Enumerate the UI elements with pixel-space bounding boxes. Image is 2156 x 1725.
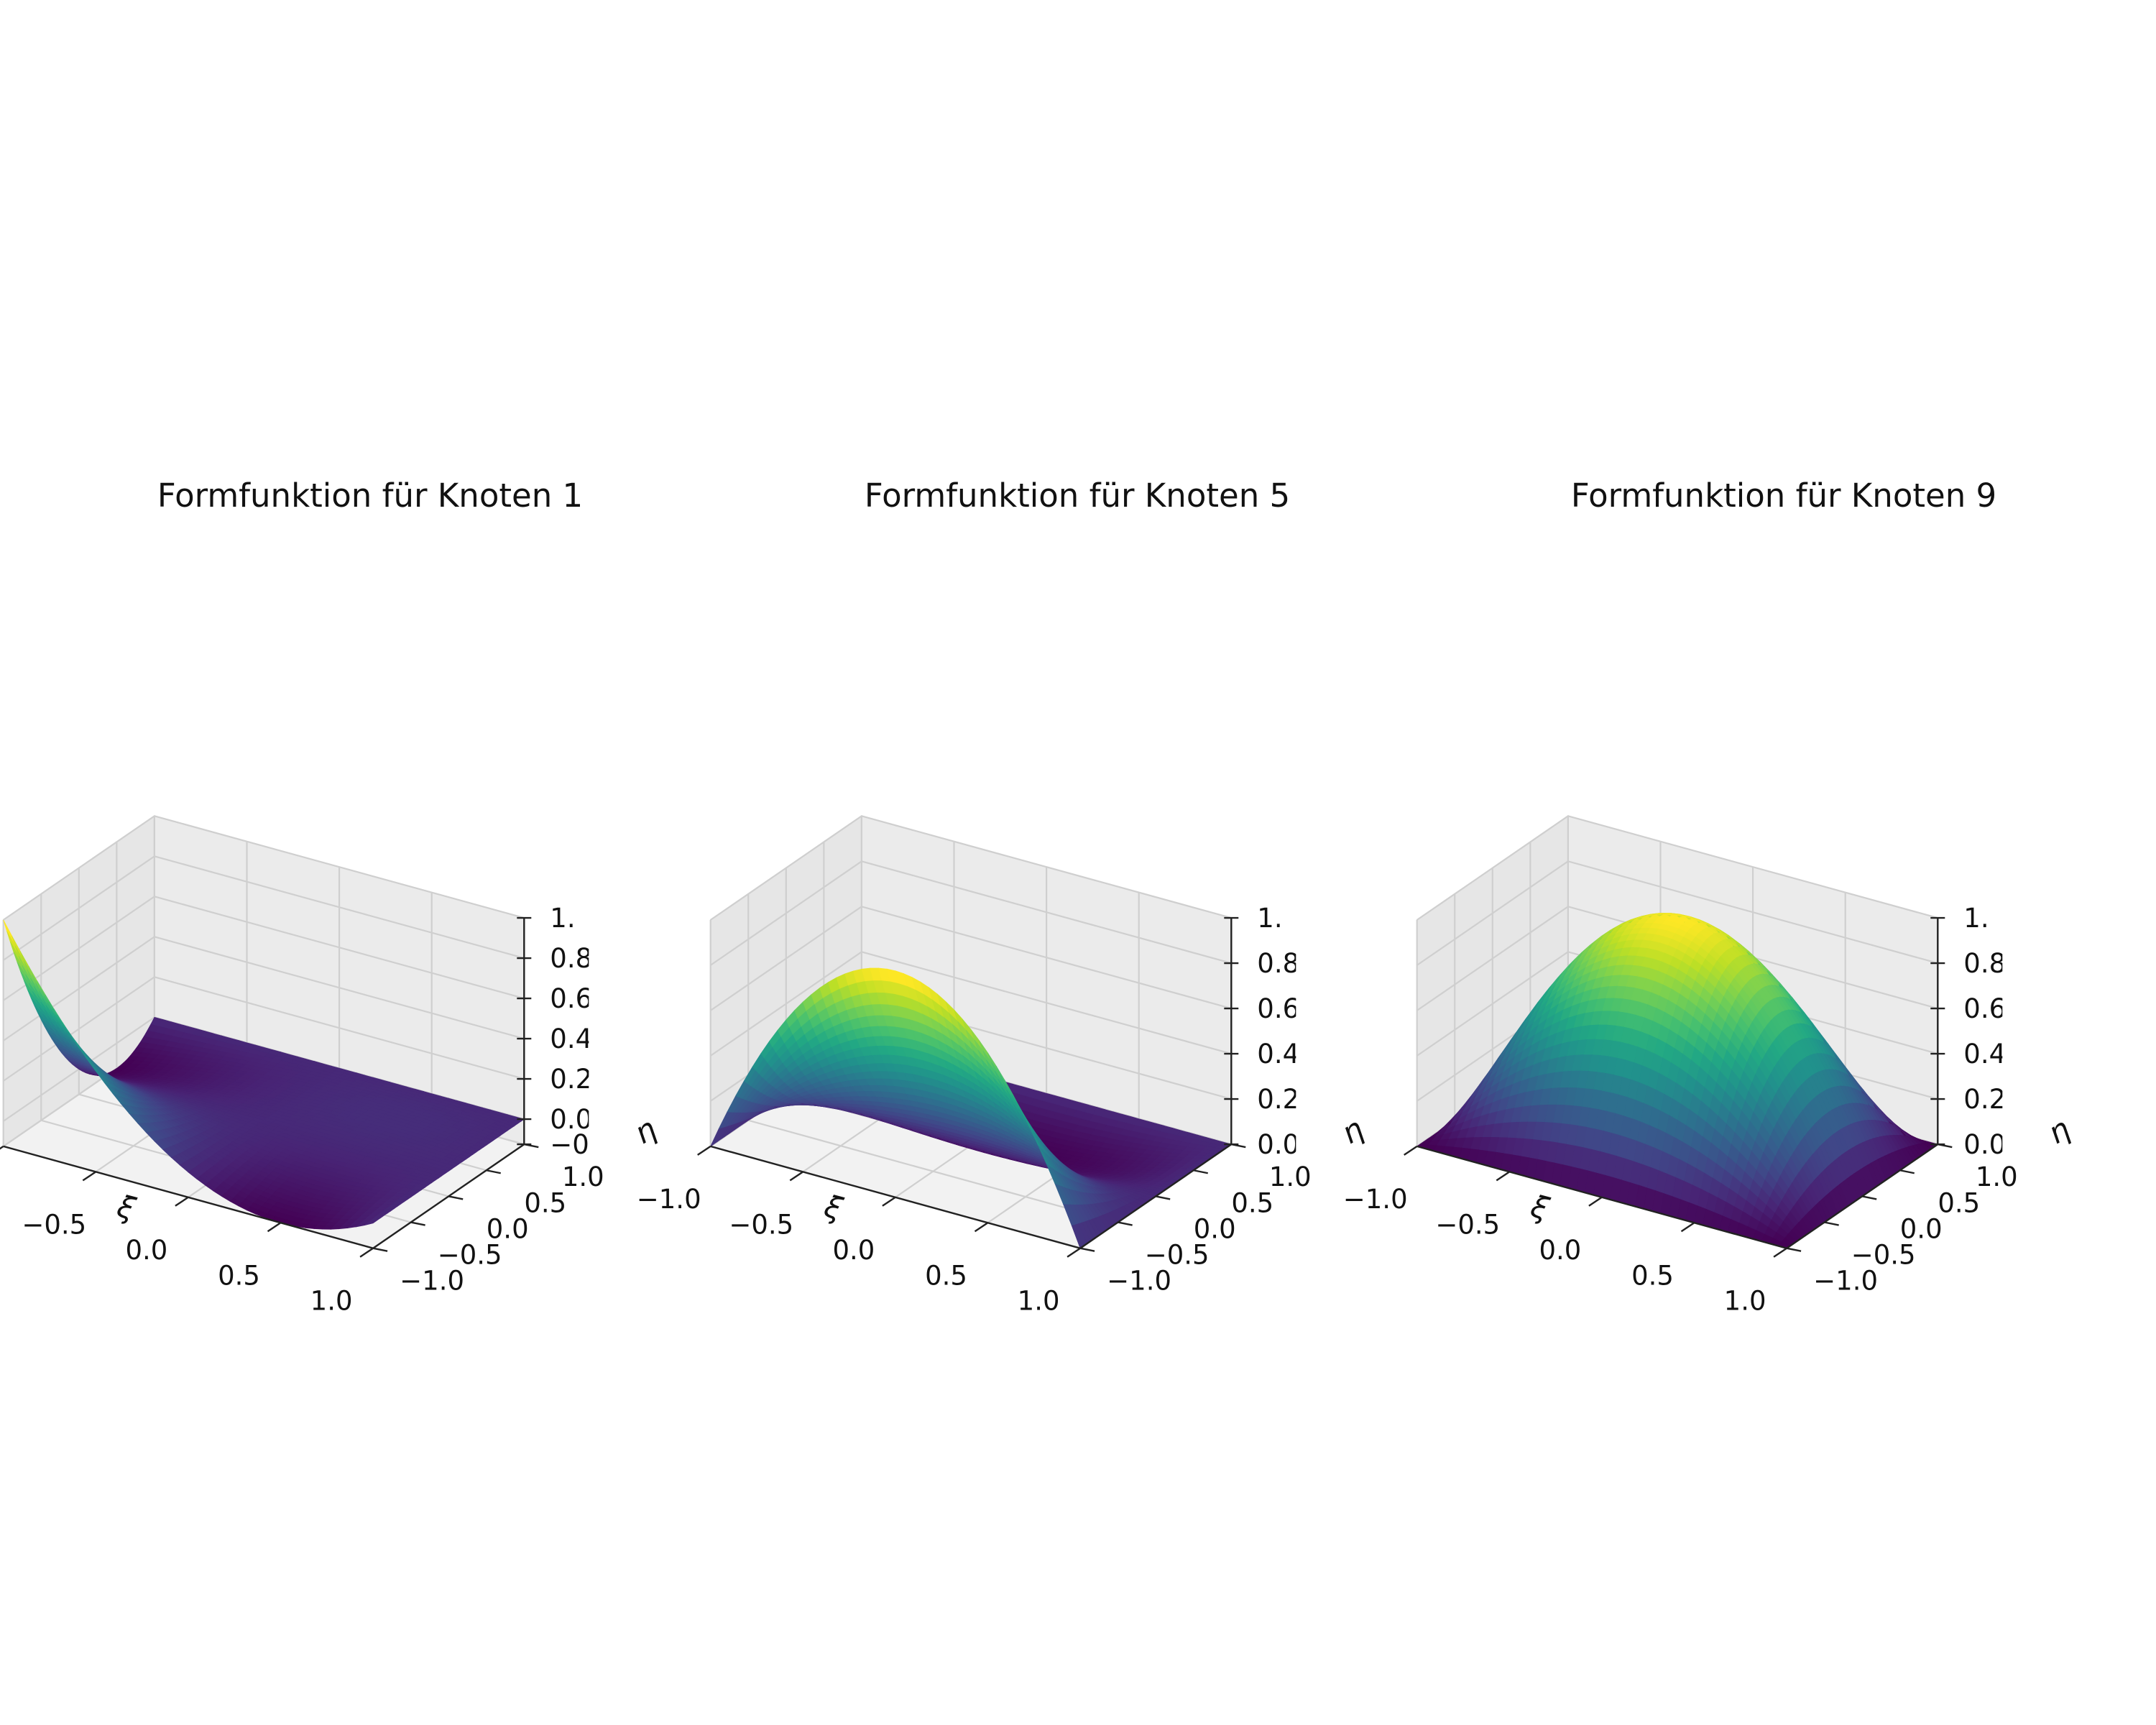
- grid-line: [3, 855, 525, 961]
- z-tick-label: 0.4: [550, 1024, 592, 1054]
- xi-tick-label: −0.5: [22, 1209, 86, 1240]
- grid-line: [3, 815, 525, 921]
- grid-line: [3, 896, 525, 1001]
- xi-tick: [82, 1171, 96, 1182]
- xi-tick: [359, 1247, 374, 1258]
- eta-tick: [1193, 1169, 1208, 1174]
- grid-line: [3, 936, 525, 1041]
- xi-tick-label: 1.0: [310, 1286, 353, 1317]
- xi-tick: [175, 1196, 189, 1207]
- eta-tick: [372, 1247, 388, 1252]
- xi-tick: [267, 1222, 282, 1233]
- grid-line: [3, 976, 525, 1082]
- eta-tick: [1155, 1195, 1171, 1200]
- surface: [3, 919, 525, 1230]
- eta-axis-label: η: [628, 1111, 663, 1151]
- z-tick-label: 0.8: [1257, 948, 1299, 979]
- z-tick-label: 0.4: [1257, 1039, 1299, 1070]
- xi-axis-label: ξ: [113, 1188, 139, 1227]
- eta-tick: [410, 1221, 425, 1226]
- xi-tick-label: −0.5: [729, 1209, 793, 1240]
- z-tick-labels: 0.0 0.2 0.4 0.6 0.8 1.: [1257, 903, 1299, 1160]
- z-tick-label: 0.0: [1257, 1129, 1299, 1160]
- xi-axis-label: ξ: [820, 1188, 847, 1227]
- z-tick-label: 1.: [1257, 903, 1282, 934]
- xi-tick: [0, 1145, 4, 1150]
- z-tick-label: 0.0: [550, 1104, 592, 1135]
- xi-tick-label: 0.0: [125, 1235, 167, 1266]
- xi-tick-label: 0.0: [832, 1235, 875, 1266]
- subplot-3: −1.0−0.50.00.51.0−1.0−0.50.00.51.00.00.2…: [1343, 477, 2076, 1317]
- subplot-2: −1.0−0.50.00.51.0−1.0−0.50.00.51.00.00.2…: [637, 477, 1370, 1317]
- xi-tick-label: −1.0: [637, 1184, 701, 1215]
- xi-tick: [697, 1145, 711, 1156]
- z-tick-label: 0.6: [1257, 993, 1299, 1024]
- xi-tick: [1067, 1247, 1081, 1258]
- xi-tick-label: 0.5: [218, 1260, 260, 1291]
- eta-tick-label: 0.0: [1194, 1213, 1236, 1244]
- xi-tick: [974, 1222, 989, 1233]
- eta-tick: [448, 1195, 464, 1200]
- eta-tick-label: 1.0: [1269, 1162, 1312, 1192]
- z-tick-label: 0.6: [550, 983, 592, 1014]
- eta-tick: [1118, 1221, 1133, 1226]
- xi-tick-label: 1.0: [1018, 1286, 1060, 1317]
- eta-tick-label: 0.5: [524, 1187, 566, 1218]
- xi-tick-label: 0.5: [925, 1260, 967, 1291]
- z-tick-label: 0.2: [550, 1064, 592, 1095]
- z-tick-label: 1.: [550, 903, 575, 934]
- z-tick-label: 0.2: [1257, 1084, 1299, 1115]
- z-tick-label: 0.8: [550, 943, 592, 974]
- eta-axis-label: η: [1335, 1111, 1370, 1151]
- subplot-title: Formfunktion für Knoten 5: [865, 477, 1290, 515]
- subplot-title: Formfunktion für Knoten 1: [157, 477, 583, 515]
- subplot-1: −1.0−0.50.00.51.0−1.0−0.50.00.51.0−0.10.…: [0, 477, 663, 1317]
- eta-tick: [486, 1169, 501, 1174]
- eta-tick: [1079, 1247, 1095, 1252]
- eta-tick-label: 0.0: [487, 1213, 529, 1244]
- xi-tick: [882, 1196, 896, 1207]
- xi-tick: [789, 1171, 803, 1182]
- eta-tick-label: 0.5: [1231, 1187, 1273, 1218]
- z-tick-labels: −0.10.00.20.40.60.81.: [550, 903, 592, 1160]
- eta-tick-label: 1.0: [562, 1162, 604, 1192]
